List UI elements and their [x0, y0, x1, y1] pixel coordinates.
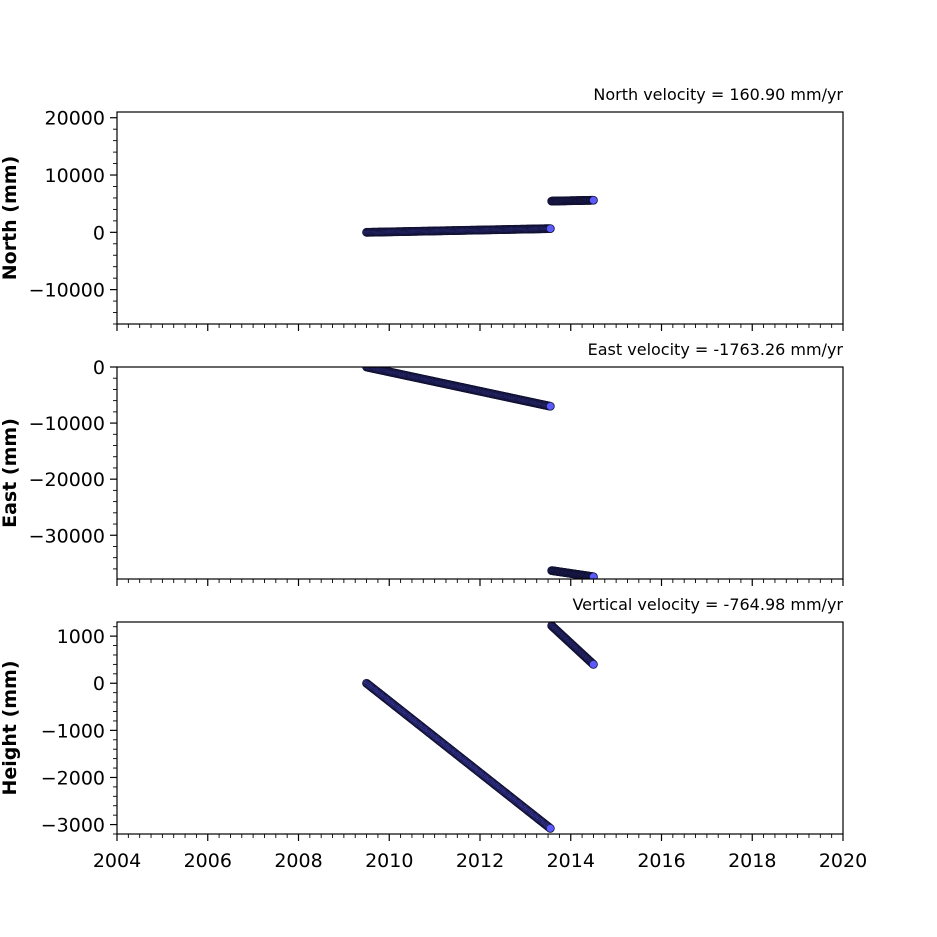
x-tick-label: 2008: [274, 850, 322, 872]
y-axis-ticks: [110, 626, 117, 835]
y-tick-label: −30000: [29, 525, 105, 547]
y-tick-label: 20000: [45, 108, 105, 130]
y-tick-label: 10000: [45, 165, 105, 187]
data-points: [362, 195, 598, 237]
x-axis-ticks: [116, 324, 844, 331]
y-tick-label: −3000: [41, 815, 105, 837]
y-tick-label: −1000: [41, 720, 105, 742]
data-point: [589, 195, 598, 205]
axes-frame: [116, 366, 844, 580]
x-tick-label: 2014: [547, 850, 595, 872]
x-tick-label: 2012: [456, 850, 504, 872]
y-tick-label: −2000: [41, 767, 105, 789]
y-tick-label: −10000: [29, 413, 105, 435]
data-point: [589, 660, 598, 669]
y-tick-label: 0: [93, 673, 105, 695]
x-axis-ticks: [116, 579, 844, 586]
velocity-label: East velocity = -1763.26 mm/yr: [588, 340, 844, 359]
velocity-label: North velocity = 160.90 mm/yr: [593, 85, 843, 104]
data-points: [362, 622, 598, 833]
x-tick-label: 2004: [93, 850, 141, 872]
velocity-label: Vertical velocity = -764.98 mm/yr: [572, 595, 843, 614]
data-point: [545, 224, 555, 234]
axes-frame: [116, 621, 844, 835]
y-axis-label: Height (mm): [0, 660, 21, 795]
data-point: [545, 823, 555, 833]
y-tick-label: −20000: [29, 469, 105, 491]
data-points: [362, 367, 598, 579]
panel-2: 0 −10000 −20000 −30000 East (mm) East velocit…: [0, 340, 844, 586]
x-tick-label: 2006: [184, 850, 232, 872]
data-point: [545, 401, 555, 411]
data-point: [589, 572, 598, 579]
x-tick-label: 2010: [365, 850, 413, 872]
y-axis-label: East (mm): [0, 418, 21, 528]
x-axis-ticks: [116, 834, 844, 841]
panel-3: 2004 2006 2008 2010 2012 2014 2016 2018 2020 1000…: [0, 595, 867, 872]
y-axis-ticks: [110, 366, 117, 570]
panel-1: 20000 10000 0 −10000 North (mm) North velocit…: [0, 85, 844, 331]
y-tick-label: −10000: [29, 280, 105, 302]
y-tick-label: 0: [93, 222, 105, 244]
axes-frame: [116, 111, 844, 325]
y-axis-label: North (mm): [0, 156, 21, 281]
y-tick-label: 0: [93, 357, 105, 379]
x-tick-label: 2018: [728, 850, 776, 872]
x-tick-label: 2016: [637, 850, 685, 872]
y-axis-ticks: [110, 117, 117, 325]
x-tick-label: 2020: [819, 850, 867, 872]
y-tick-label: 1000: [57, 626, 105, 648]
